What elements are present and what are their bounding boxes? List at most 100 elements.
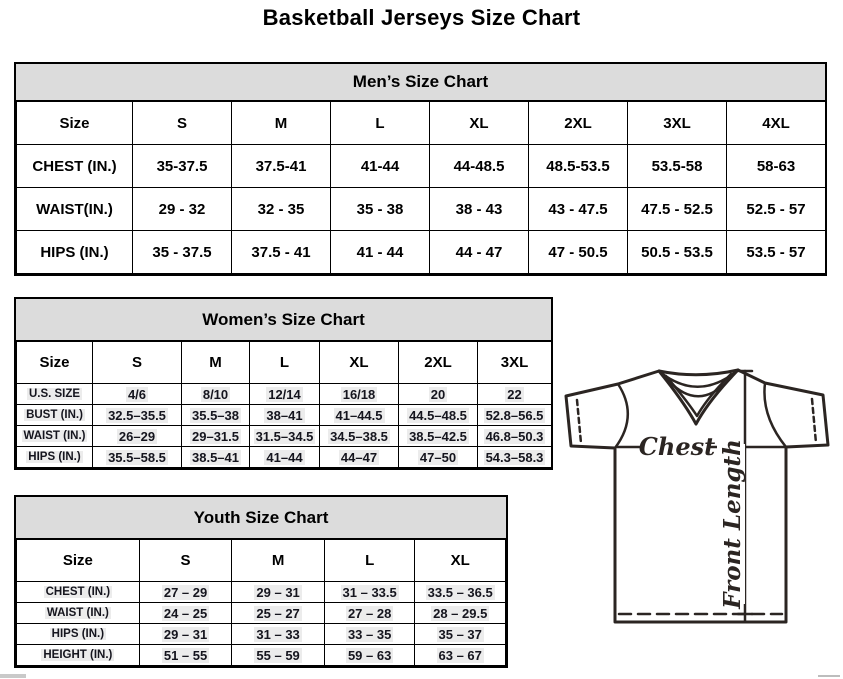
- size-value-cell: 43 - 47.5: [528, 187, 628, 231]
- measurement-row-label: U.S. SIZE: [16, 383, 93, 405]
- size-value-cell: 8/10: [181, 383, 250, 405]
- size-value-cell: 47–50: [398, 446, 478, 468]
- size-value-cell: 53.5-58: [627, 144, 727, 188]
- scrollbar-fragment-left[interactable]: [0, 674, 26, 678]
- size-value-cell: 41–44.5: [319, 404, 399, 426]
- size-value-cell: 20: [398, 383, 478, 405]
- size-value-cell: 35 - 37.5: [132, 230, 232, 274]
- size-corner-header: Size: [16, 341, 93, 384]
- size-column-header: 3XL: [627, 101, 727, 145]
- size-value-cell: 38 - 43: [429, 187, 529, 231]
- mens-chart-title: Men’s Size Chart: [16, 64, 825, 101]
- size-column-header: 2XL: [528, 101, 628, 145]
- left-armhole-seam: [613, 382, 630, 450]
- size-column-header: 4XL: [726, 101, 826, 145]
- chest-label: Chest: [639, 432, 715, 461]
- size-value-cell: 16/18: [319, 383, 399, 405]
- youth-size-chart: Youth Size Chart Size S M L XL CHEST (IN.) 27 …: [14, 495, 508, 668]
- size-value-cell: 37.5 - 41: [231, 230, 331, 274]
- size-value-cell: 31 – 33.5: [323, 581, 416, 603]
- size-value-cell: 44-48.5: [429, 144, 529, 188]
- size-value-cell: 29 - 32: [132, 187, 232, 231]
- size-column-header: M: [181, 341, 250, 384]
- measurement-row-label: CHEST (IN.): [16, 581, 140, 603]
- size-value-cell: 29 – 31: [231, 581, 325, 603]
- size-column-header: XL: [429, 101, 529, 145]
- size-value-cell: 29–31.5: [181, 425, 250, 447]
- size-value-cell: 27 – 28: [323, 602, 416, 624]
- measurement-row-label: WAIST (IN.): [16, 602, 140, 624]
- size-value-cell: 31 – 33: [231, 623, 325, 645]
- size-value-cell: 51 – 55: [138, 644, 233, 666]
- size-value-cell: 47.5 - 52.5: [627, 187, 727, 231]
- size-value-cell: 48.5-53.5: [528, 144, 628, 188]
- size-column-header: S: [132, 101, 232, 145]
- left-cuff-dashed-line: [575, 398, 583, 445]
- size-value-cell: 12/14: [249, 383, 320, 405]
- size-value-cell: 41–44: [249, 446, 320, 468]
- page-title: Basketball Jerseys Size Chart: [262, 5, 581, 30]
- front-length-label: Front Length: [719, 439, 746, 610]
- size-column-header: L: [330, 101, 430, 145]
- size-column-header: XL: [319, 341, 399, 384]
- size-value-cell: 47 - 50.5: [528, 230, 628, 274]
- size-column-header: M: [231, 539, 325, 582]
- size-value-cell: 59 – 63: [323, 644, 416, 666]
- size-column-header: L: [323, 539, 416, 582]
- womens-size-table: Size S M L XL 2XL 3XL U.S. SIZE 4/6 8/10 12/14 16/1…: [16, 341, 552, 468]
- measurement-row-label: HIPS (IN.): [16, 230, 133, 274]
- size-corner-header: Size: [16, 101, 133, 145]
- jersey-measurement-diagram: Chest Front Length: [564, 368, 830, 624]
- size-value-cell: 44.5–48.5: [398, 404, 478, 426]
- size-value-cell: 35 - 38: [330, 187, 430, 231]
- vneck-inner-line: [664, 372, 733, 418]
- size-value-cell: 27 – 29: [138, 581, 233, 603]
- size-value-cell: 22: [477, 383, 552, 405]
- womens-size-chart: Women’s Size Chart Size S M L XL 2XL 3XL U.S. S…: [14, 297, 553, 470]
- size-value-cell: 54.3–58.3: [477, 446, 552, 468]
- size-value-cell: 24 – 25: [138, 602, 233, 624]
- size-value-cell: 26–29: [92, 425, 182, 447]
- size-value-cell: 35.5–38: [181, 404, 250, 426]
- size-value-cell: 38.5–42.5: [398, 425, 478, 447]
- mens-size-table: Size S M L XL 2XL 3XL 4XL CHEST (IN.) 35-37.5 37.5…: [16, 101, 826, 274]
- size-value-cell: 58-63: [726, 144, 826, 188]
- size-value-cell: 35.5–58.5: [92, 446, 182, 468]
- size-value-cell: 53.5 - 57: [726, 230, 826, 274]
- size-column-header: S: [138, 539, 233, 582]
- size-column-header: S: [92, 341, 182, 384]
- measurement-row-label: HIPS (IN.): [16, 446, 93, 468]
- size-value-cell: 32.5–35.5: [92, 404, 182, 426]
- size-value-cell: 50.5 - 53.5: [627, 230, 727, 274]
- vneck-outer-line: [657, 368, 740, 426]
- youth-chart-title: Youth Size Chart: [16, 497, 506, 539]
- size-column-header: 3XL: [477, 341, 552, 384]
- size-value-cell: 34.5–38.5: [319, 425, 399, 447]
- size-column-header: M: [231, 101, 331, 145]
- mens-size-chart: Men’s Size Chart Size S M L XL 2XL 3XL 4XL CHEST…: [14, 62, 827, 276]
- size-value-cell: 37.5-41: [231, 144, 331, 188]
- size-value-cell: 38–41: [249, 404, 320, 426]
- measurement-row-label: HIPS (IN.): [16, 623, 140, 645]
- size-value-cell: 35 – 37: [414, 623, 506, 645]
- chest-label-backing: [644, 434, 710, 459]
- size-column-header: 2XL: [398, 341, 478, 384]
- scrollbar-fragment-right[interactable]: [818, 675, 840, 677]
- size-value-cell: 46.8–50.3: [477, 425, 552, 447]
- size-value-cell: 33.5 – 36.5: [414, 581, 506, 603]
- size-column-header: XL: [414, 539, 506, 582]
- size-value-cell: 44 - 47: [429, 230, 529, 274]
- measurement-row-label: WAIST (IN.): [16, 425, 93, 447]
- size-value-cell: 41-44: [330, 144, 430, 188]
- measurement-row-label: HEIGHT (IN.): [16, 644, 140, 666]
- right-armhole-seam: [763, 381, 788, 449]
- measurement-row-label: WAIST(IN.): [16, 187, 133, 231]
- size-value-cell: 4/6: [92, 383, 182, 405]
- youth-size-table: Size S M L XL CHEST (IN.) 27 – 29 29 – 31 31 – 3…: [16, 539, 506, 666]
- size-value-cell: 55 – 59: [231, 644, 325, 666]
- size-value-cell: 28 – 29.5: [414, 602, 506, 624]
- size-value-cell: 31.5–34.5: [249, 425, 320, 447]
- right-cuff-dashed-line: [810, 397, 818, 445]
- measurement-row-label: BUST (IN.): [16, 404, 93, 426]
- womens-chart-title: Women’s Size Chart: [16, 299, 551, 341]
